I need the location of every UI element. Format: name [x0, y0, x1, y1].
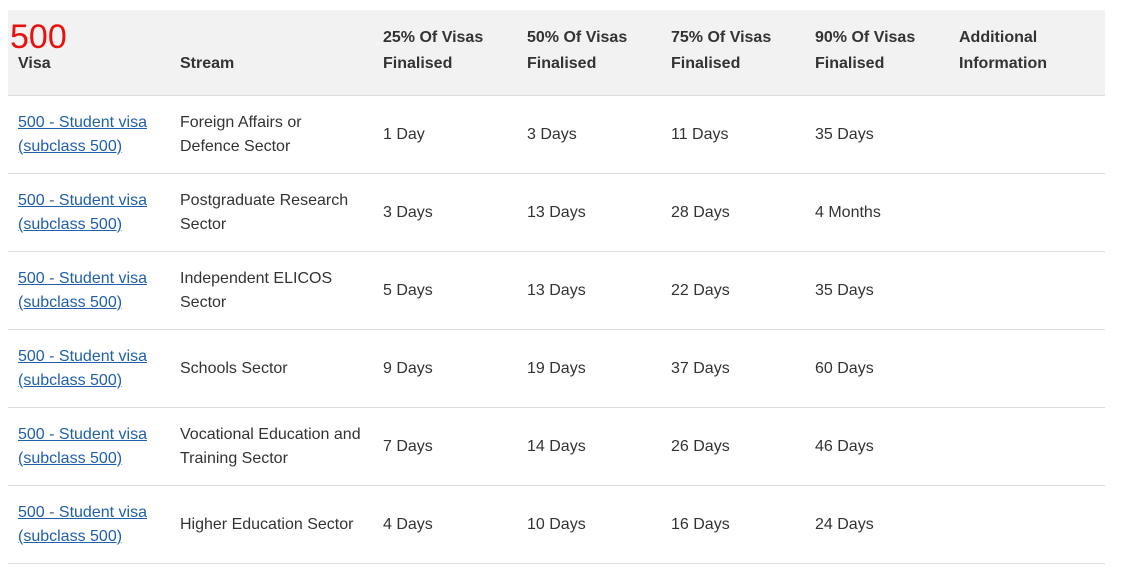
column-header: Visa	[8, 10, 170, 96]
table-cell: 3 Days	[517, 95, 661, 174]
header-row: Visa Stream 25% Of Visas Finalised 50% Of V…	[8, 10, 1105, 96]
table-cell	[949, 329, 1105, 408]
table-cell: 35 Days	[805, 95, 949, 174]
table-cell: 60 Days	[805, 329, 949, 408]
table-cell: 19 Days	[517, 329, 661, 408]
table-cell: 10 Days	[517, 485, 661, 564]
table-cell: 3 Days	[373, 173, 517, 252]
column-header: 25% Of Visas Finalised	[373, 10, 517, 96]
visa-link[interactable]: 500 - Student visa (subclass 500)	[18, 191, 147, 233]
table-cell: 26 Days	[661, 407, 805, 486]
table-cell: Vocational Education and Training Sector	[170, 407, 373, 486]
table-cell: 4 Days	[373, 485, 517, 564]
table-cell: 7 Days	[373, 407, 517, 486]
table-row: 500 - Student visa (subclass 500) Foreign…	[8, 95, 1105, 174]
table-cell: 28 Days	[661, 173, 805, 252]
table-cell: Higher Education Sector	[170, 485, 373, 564]
table-row: 500 - Student visa (subclass 500) Postgra…	[8, 173, 1105, 252]
visa-link[interactable]: 500 - Student visa (subclass 500)	[18, 503, 147, 545]
column-header: 75% Of Visas Finalised	[661, 10, 805, 96]
table-cell: 11 Days	[661, 95, 805, 174]
column-header: 50% Of Visas Finalised	[517, 10, 661, 96]
visa-link[interactable]: 500 - Student visa (subclass 500)	[18, 425, 147, 467]
table-cell: 500 - Student visa (subclass 500)	[8, 485, 170, 564]
table-cell: 1 Day	[373, 95, 517, 174]
table-cell: 35 Days	[805, 251, 949, 330]
visa-link[interactable]: 500 - Student visa (subclass 500)	[18, 347, 147, 389]
table-cell	[949, 407, 1105, 486]
table-cell: Schools Sector	[170, 329, 373, 408]
table-row: 500 - Student visa (subclass 500) Schools…	[8, 329, 1105, 408]
table-body: 500 - Student visa (subclass 500) Foreign…	[8, 95, 1105, 564]
visa-link[interactable]: 500 - Student visa (subclass 500)	[18, 113, 147, 155]
table-cell	[949, 173, 1105, 252]
table-cell: 22 Days	[661, 251, 805, 330]
table-cell	[949, 95, 1105, 174]
table-cell: 500 - Student visa (subclass 500)	[8, 329, 170, 408]
table-cell: Independent ELICOS Sector	[170, 251, 373, 330]
table-row: 500 - Student visa (subclass 500) Higher …	[8, 485, 1105, 564]
table-cell: 500 - Student visa (subclass 500)	[8, 95, 170, 174]
table-cell	[949, 251, 1105, 330]
table-cell: 37 Days	[661, 329, 805, 408]
table-cell: 4 Months	[805, 173, 949, 252]
visa-link[interactable]: 500 - Student visa (subclass 500)	[18, 269, 147, 311]
table-cell: 500 - Student visa (subclass 500)	[8, 251, 170, 330]
table-cell: 46 Days	[805, 407, 949, 486]
table-cell: 5 Days	[373, 251, 517, 330]
badge: 500	[10, 18, 67, 56]
column-header: Stream	[170, 10, 373, 96]
processing-times-table: Visa Stream 25% Of Visas Finalised 50% Of V…	[8, 10, 1105, 564]
table-cell: Foreign Affairs or Defence Sector	[170, 95, 373, 174]
table-cell: 500 - Student visa (subclass 500)	[8, 407, 170, 486]
table-cell: 16 Days	[661, 485, 805, 564]
table-cell: 500 - Student visa (subclass 500)	[8, 173, 170, 252]
table-row: 500 - Student visa (subclass 500) Vocatio…	[8, 407, 1105, 486]
table-cell: 24 Days	[805, 485, 949, 564]
table-cell: 13 Days	[517, 251, 661, 330]
column-header: 90% Of Visas Finalised	[805, 10, 949, 96]
column-header: Additional Information	[949, 10, 1105, 96]
table-cell: Postgraduate Research Sector	[170, 173, 373, 252]
table-row: 500 - Student visa (subclass 500) Indepen…	[8, 251, 1105, 330]
table-cell: 14 Days	[517, 407, 661, 486]
table-cell: 9 Days	[373, 329, 517, 408]
table-cell	[949, 485, 1105, 564]
table-cell: 13 Days	[517, 173, 661, 252]
